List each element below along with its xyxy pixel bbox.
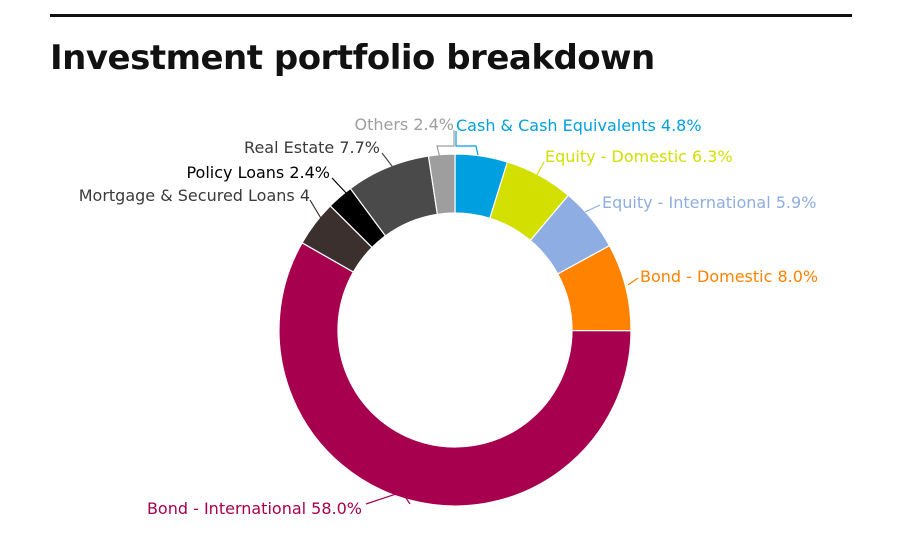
leader-line <box>455 131 479 156</box>
slice-label: Policy Loans 2.4% <box>186 163 330 182</box>
slice-label: Bond - Domestic 8.0% <box>640 267 818 286</box>
leader-line <box>436 130 455 159</box>
leader-line <box>627 277 639 286</box>
donut-slice <box>278 241 632 507</box>
leader-line <box>331 177 349 196</box>
chart-title: Investment portfolio breakdown <box>50 38 655 78</box>
slice-label: Bond - International 58.0% <box>147 499 362 518</box>
slice-label: Mortgage & Secured Loans 4 <box>79 186 310 205</box>
leader-line <box>533 161 545 181</box>
leader-line <box>365 491 411 505</box>
leader-line <box>381 152 396 171</box>
donut-slice <box>427 153 456 216</box>
leader-line <box>309 199 323 221</box>
slice-label: Cash & Cash Equivalents 4.8% <box>456 116 702 135</box>
slice-label: Real Estate 7.7% <box>244 138 380 157</box>
top-rule <box>50 14 852 17</box>
slice-label: Equity - Domestic 6.3% <box>545 147 733 166</box>
slice-label: Others 2.4% <box>355 115 455 134</box>
slice-label: Equity - International 5.9% <box>602 193 816 212</box>
leader-line <box>584 204 601 213</box>
